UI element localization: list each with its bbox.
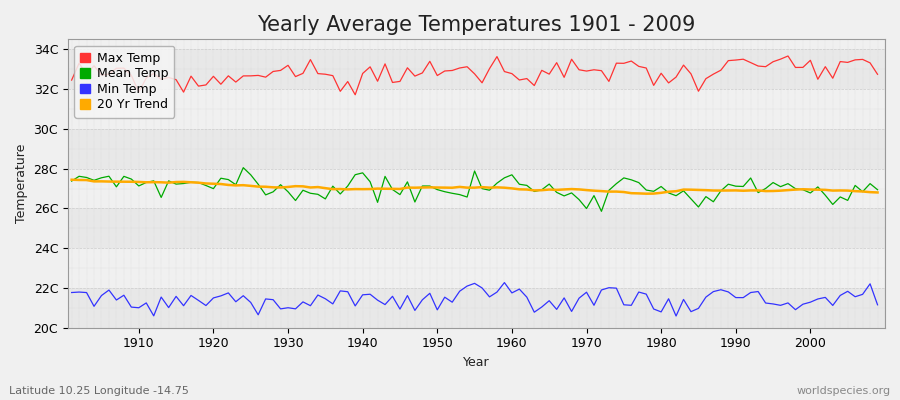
- Text: worldspecies.org: worldspecies.org: [796, 386, 891, 396]
- Legend: Max Temp, Mean Temp, Min Temp, 20 Yr Trend: Max Temp, Mean Temp, Min Temp, 20 Yr Tre…: [74, 46, 175, 118]
- Bar: [68, 169, 885, 208]
- Title: Yearly Average Temperatures 1901 - 2009: Yearly Average Temperatures 1901 - 2009: [257, 15, 696, 35]
- X-axis label: Year: Year: [464, 356, 490, 369]
- Bar: [68, 288, 885, 328]
- Bar: [68, 89, 885, 129]
- Text: Latitude 10.25 Longitude -14.75: Latitude 10.25 Longitude -14.75: [9, 386, 189, 396]
- Bar: [68, 129, 885, 169]
- Bar: [68, 49, 885, 89]
- Bar: [68, 248, 885, 288]
- Y-axis label: Temperature: Temperature: [15, 144, 28, 223]
- Bar: [68, 208, 885, 248]
